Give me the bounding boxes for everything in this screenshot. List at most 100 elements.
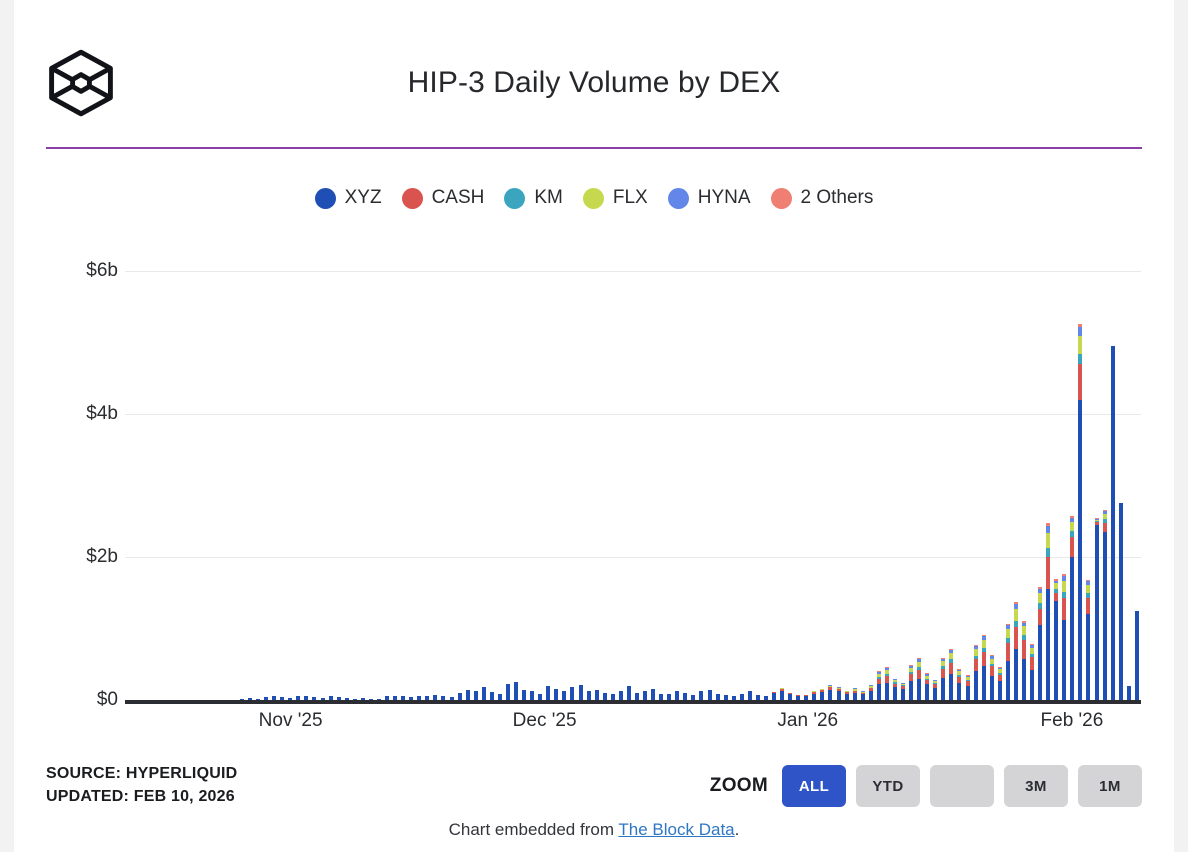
bar-slot[interactable] — [778, 228, 786, 700]
bar-slot[interactable] — [456, 228, 464, 700]
bar-slot[interactable] — [649, 228, 657, 700]
bar-slot[interactable] — [762, 228, 770, 700]
stacked-bar[interactable] — [256, 698, 261, 700]
stacked-bar[interactable] — [393, 696, 398, 700]
bar-slot[interactable] — [181, 228, 189, 700]
stacked-bar[interactable] — [465, 690, 470, 700]
bar-slot[interactable] — [1004, 228, 1012, 700]
stacked-bar[interactable] — [796, 694, 801, 700]
bar-slot[interactable] — [552, 228, 560, 700]
stacked-bar[interactable] — [247, 697, 252, 700]
bar-slot[interactable] — [593, 228, 601, 700]
stacked-bar[interactable] — [973, 644, 978, 700]
bar-slot[interactable] — [980, 228, 988, 700]
bar-slot[interactable] — [754, 228, 762, 700]
bar-slot[interactable] — [528, 228, 536, 700]
bar-slot[interactable] — [706, 228, 714, 700]
stacked-bar[interactable] — [723, 695, 728, 700]
stacked-bar[interactable] — [433, 695, 438, 700]
legend-item-flx[interactable]: FLX — [582, 187, 648, 209]
stacked-bar[interactable] — [909, 664, 914, 700]
bar-slot[interactable] — [448, 228, 456, 700]
legend-item-km[interactable]: KM — [504, 187, 563, 209]
stacked-bar[interactable] — [804, 695, 809, 700]
bar-slot[interactable] — [794, 228, 802, 700]
bar-slot[interactable] — [391, 228, 399, 700]
bar-slot[interactable] — [972, 228, 980, 700]
stacked-bar[interactable] — [1118, 503, 1123, 700]
bar-slot[interactable] — [351, 228, 359, 700]
bar-slot[interactable] — [786, 228, 794, 700]
stacked-bar[interactable] — [812, 691, 817, 700]
stacked-bar[interactable] — [1054, 579, 1059, 700]
stacked-bar[interactable] — [586, 691, 591, 700]
bar-slot[interactable] — [343, 228, 351, 700]
stacked-bar[interactable] — [763, 695, 768, 700]
bar-slot[interactable] — [730, 228, 738, 700]
stacked-bar[interactable] — [965, 674, 970, 700]
bar-slot[interactable] — [625, 228, 633, 700]
bar-slot[interactable] — [238, 228, 246, 700]
stacked-bar[interactable] — [884, 666, 889, 700]
stacked-bar[interactable] — [1070, 515, 1075, 700]
stacked-bar[interactable] — [876, 671, 881, 700]
zoom-button-ytd[interactable]: YTD — [856, 765, 920, 807]
bar-slot[interactable] — [947, 228, 955, 700]
stacked-bar[interactable] — [360, 697, 365, 700]
bar-slot[interactable] — [996, 228, 1004, 700]
stacked-bar[interactable] — [933, 679, 938, 700]
bar-slot[interactable] — [1101, 228, 1109, 700]
bar-slot[interactable] — [722, 228, 730, 700]
bar-slot[interactable] — [149, 228, 157, 700]
stacked-bar[interactable] — [1062, 574, 1067, 700]
bar-slot[interactable] — [810, 228, 818, 700]
stacked-bar[interactable] — [401, 695, 406, 700]
bar-slot[interactable] — [770, 228, 778, 700]
stacked-bar[interactable] — [602, 692, 607, 700]
bar-slot[interactable] — [206, 228, 214, 700]
stacked-bar[interactable] — [618, 690, 623, 700]
stacked-bar[interactable] — [312, 697, 317, 700]
stacked-bar[interactable] — [1126, 685, 1131, 700]
stacked-bar[interactable] — [836, 687, 841, 700]
stacked-bar[interactable] — [634, 692, 639, 700]
bar-slot[interactable] — [157, 228, 165, 700]
stacked-bar[interactable] — [570, 687, 575, 700]
stacked-bar[interactable] — [691, 695, 696, 700]
bar-slot[interactable] — [1084, 228, 1092, 700]
legend-item-cash[interactable]: CASH — [401, 187, 484, 209]
bar-slot[interactable] — [738, 228, 746, 700]
bar-slot[interactable] — [480, 228, 488, 700]
zoom-button-all[interactable]: ALL — [782, 765, 846, 807]
stacked-bar[interactable] — [941, 657, 946, 700]
stacked-bar[interactable] — [1102, 509, 1107, 700]
stacked-bar[interactable] — [352, 698, 357, 700]
stacked-bar[interactable] — [860, 690, 865, 700]
stacked-bar[interactable] — [989, 655, 994, 700]
stacked-bar[interactable] — [731, 695, 736, 700]
bar-slot[interactable] — [697, 228, 705, 700]
stacked-bar[interactable] — [489, 692, 494, 700]
stacked-bar[interactable] — [1094, 517, 1099, 700]
bar-slot[interactable] — [310, 228, 318, 700]
bar-slot[interactable] — [617, 228, 625, 700]
stacked-bar[interactable] — [296, 696, 301, 700]
bar-slot[interactable] — [165, 228, 173, 700]
bar-slot[interactable] — [1052, 228, 1060, 700]
stacked-bar[interactable] — [522, 690, 527, 700]
legend-item-xyz[interactable]: XYZ — [314, 187, 382, 209]
bar-slot[interactable] — [270, 228, 278, 700]
stacked-bar[interactable] — [667, 694, 672, 700]
bar-slot[interactable] — [415, 228, 423, 700]
bar-slot[interactable] — [173, 228, 181, 700]
stacked-bar[interactable] — [481, 687, 486, 700]
bar-slot[interactable] — [1028, 228, 1036, 700]
bar-slot[interactable] — [1117, 228, 1125, 700]
zoom-button-blank[interactable] — [930, 765, 994, 807]
bar-slot[interactable] — [907, 228, 915, 700]
bar-slot[interactable] — [1076, 228, 1084, 700]
bar-slot[interactable] — [673, 228, 681, 700]
bar-slot[interactable] — [899, 228, 907, 700]
bar-slot[interactable] — [302, 228, 310, 700]
stacked-bar[interactable] — [1030, 643, 1035, 700]
